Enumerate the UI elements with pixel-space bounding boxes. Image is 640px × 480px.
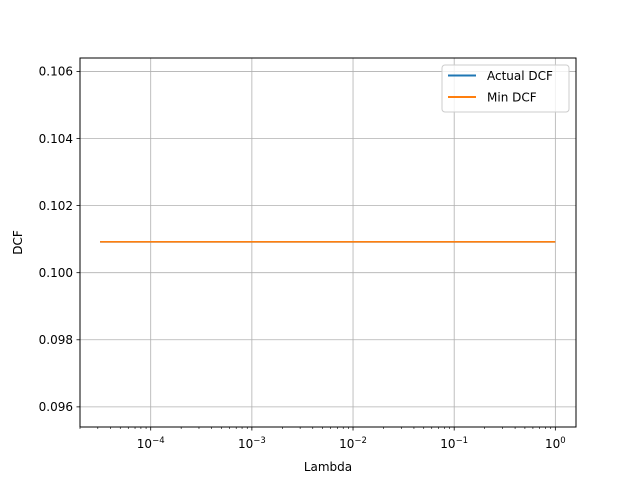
legend-label-min-dcf: Min DCF	[487, 91, 537, 105]
y-tick-label: 0.104	[39, 132, 73, 146]
y-axis-label: DCF	[11, 230, 25, 255]
x-tick-label: 10−3	[238, 436, 266, 451]
plot-frame	[79, 57, 577, 428]
legend-box	[441, 64, 570, 113]
y-tick-label: 0.100	[39, 266, 73, 280]
x-tick-label: 10−2	[339, 436, 367, 451]
x-tick-label: 100	[545, 436, 566, 451]
y-tick-label: 0.106	[39, 65, 73, 79]
y-tick-label: 0.096	[39, 400, 73, 414]
axis-ticks: 0.096 0.098 0.100 0.102 0.104 0.106 10−4 10−3 10…	[39, 65, 566, 451]
legend: Actual DCF Min DCF	[441, 64, 570, 113]
x-axis-label: Lambda	[304, 460, 352, 474]
y-tick-label: 0.102	[39, 199, 73, 213]
legend-label-actual-dcf: Actual DCF	[487, 69, 553, 83]
x-tick-label: 10−1	[440, 436, 468, 451]
x-tick-label: 10−4	[137, 436, 165, 451]
y-tick-label: 0.098	[39, 333, 73, 347]
